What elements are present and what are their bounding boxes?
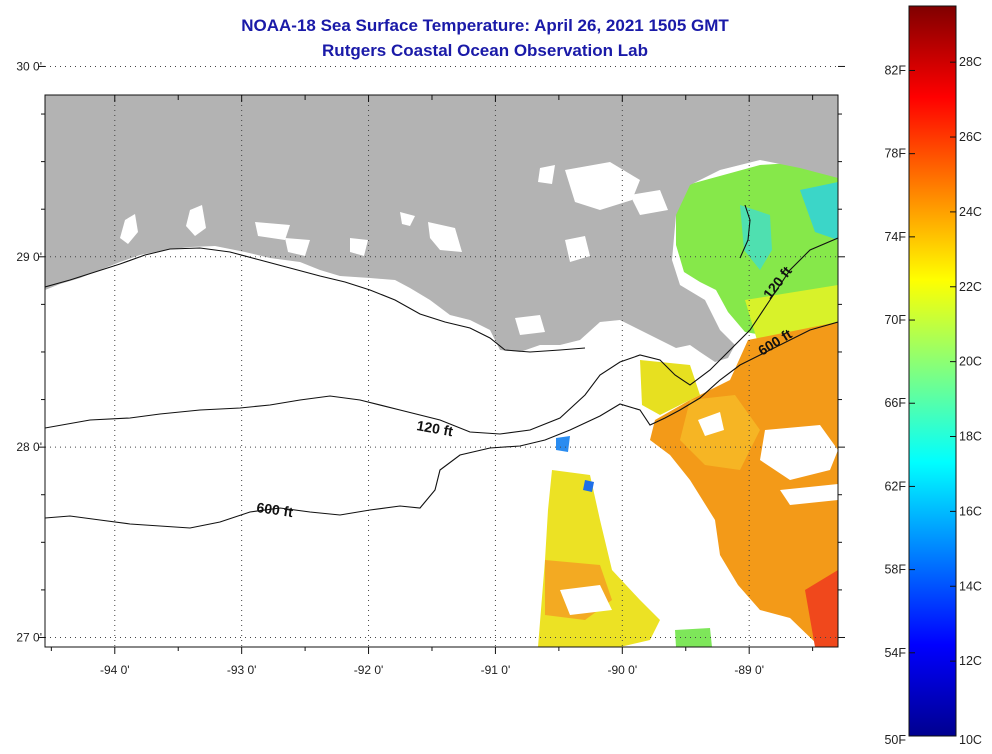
- contour-600ft: [45, 321, 838, 529]
- sst-patch-red-corner: [805, 570, 838, 647]
- sst-patch-blue-speck: [556, 436, 570, 452]
- colorbar-f-label: 50F: [884, 733, 906, 747]
- colorbar-f-label: 82F: [884, 63, 906, 77]
- sst-patch-yellow-mid: [640, 360, 700, 415]
- lat-tick-label: 30 0': [16, 59, 42, 73]
- lat-tick-label: 29 0': [16, 250, 42, 264]
- cloud-gap-3: [698, 412, 724, 436]
- sst-patch-cyan-east: [800, 182, 838, 240]
- colorbar-f-label: 54F: [884, 646, 906, 660]
- lon-tick-label: -93 0': [227, 663, 257, 677]
- colorbar-f-label: 58F: [884, 563, 906, 577]
- lon-tick-label: -92 0': [354, 663, 384, 677]
- lon-tick-label: -90 0': [607, 663, 637, 677]
- colorbar-f-label: 78F: [884, 147, 906, 161]
- colorbar-c-label: 24C: [959, 205, 982, 219]
- colorbar-c-label: 20C: [959, 355, 982, 369]
- lon-tick-label: -89 0': [734, 663, 764, 677]
- sst-patch-green-speck: [675, 628, 712, 647]
- sst-patch-orange-light: [680, 395, 760, 470]
- contour-label-120ft-south: 120 ft: [415, 417, 454, 439]
- lon-tick-label: -94 0': [100, 663, 130, 677]
- contour-120ft: [45, 237, 838, 435]
- colorbar-c-label: 22C: [959, 280, 982, 294]
- colorbar-c-label: 16C: [959, 504, 982, 518]
- lon-tick-label: -91 0': [481, 663, 511, 677]
- isobath-contours: [45, 204, 838, 529]
- graticule: [45, 65, 838, 647]
- colorbar-c-label: 26C: [959, 130, 982, 144]
- contour-label-600ft-west: 600 ft: [256, 499, 295, 520]
- colorbar-scale: [908, 5, 957, 737]
- inland-water: [120, 162, 668, 335]
- cloud-gap-2: [780, 484, 838, 505]
- map-axes: -94 0' -93 0' -92 0' -91 0' -90 0' -89 0' 27 0…: [16, 59, 845, 677]
- map-title: NOAA-18 Sea Surface Temperature: April 2…: [241, 16, 729, 35]
- colorbar-c-label: 14C: [959, 579, 982, 593]
- sst-patch-cyan-plume: [740, 205, 772, 270]
- lat-tick-label: 27 0': [16, 630, 42, 644]
- colorbar-c-label: 10C: [959, 733, 982, 747]
- sst-data-layer: [538, 160, 838, 647]
- colorbar-f-label: 62F: [884, 479, 906, 493]
- cloud-gap-strip: [560, 585, 612, 615]
- cloud-gap-1: [760, 425, 838, 480]
- contour-120ft-shore: [45, 247, 586, 353]
- colorbar-c-label: 28C: [959, 55, 982, 69]
- colorbar-c-label: 12C: [959, 654, 982, 668]
- lat-tick-label: 28 0': [16, 440, 42, 454]
- sst-patch-blue-speck-2: [583, 480, 594, 492]
- contour-shelf-edge: [739, 204, 751, 259]
- colorbar-f-label: 66F: [884, 396, 906, 410]
- colorbar: 28C 26C 24C 22C 20C 18C 16C 14C 12C 10C 82F 78F 74F 7…: [884, 5, 982, 747]
- colorbar-f-label: 74F: [884, 230, 906, 244]
- colorbar-ticks: 28C 26C 24C 22C 20C 18C 16C 14C 12C 10C 82F 78F 74F 7…: [884, 55, 981, 747]
- map-subtitle: Rutgers Coastal Ocean Observation Lab: [322, 41, 648, 60]
- colorbar-f-label: 70F: [884, 313, 906, 327]
- colorbar-c-label: 18C: [959, 430, 982, 444]
- plot-border: [44, 94, 839, 648]
